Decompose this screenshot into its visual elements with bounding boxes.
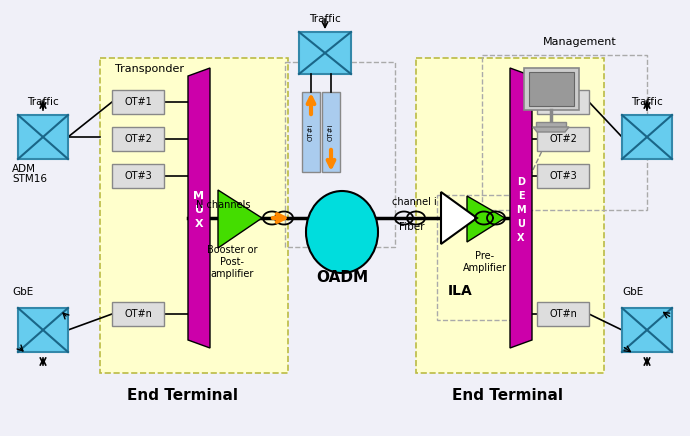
Text: OT#2: OT#2	[124, 134, 152, 144]
Text: GbE: GbE	[12, 287, 33, 297]
Text: OT#3: OT#3	[124, 171, 152, 181]
Text: End Terminal: End Terminal	[127, 388, 238, 403]
Polygon shape	[467, 196, 505, 242]
FancyBboxPatch shape	[112, 164, 164, 188]
Text: ILA: ILA	[448, 284, 473, 298]
Text: OT#3: OT#3	[549, 171, 577, 181]
Polygon shape	[441, 192, 477, 244]
Text: Pre-
Amplifier: Pre- Amplifier	[463, 251, 507, 273]
FancyBboxPatch shape	[299, 32, 351, 74]
FancyBboxPatch shape	[112, 90, 164, 114]
FancyBboxPatch shape	[622, 308, 672, 352]
Text: Fiber: Fiber	[400, 222, 425, 232]
FancyBboxPatch shape	[524, 68, 579, 110]
Text: channel i: channel i	[392, 197, 437, 207]
Text: M
U
X: M U X	[193, 191, 204, 229]
Polygon shape	[533, 127, 569, 132]
Text: ADM: ADM	[12, 164, 36, 174]
FancyBboxPatch shape	[100, 58, 288, 373]
FancyBboxPatch shape	[416, 58, 604, 373]
Text: N channels: N channels	[195, 200, 250, 210]
FancyBboxPatch shape	[529, 72, 574, 106]
Text: OT#i: OT#i	[308, 123, 314, 141]
FancyBboxPatch shape	[537, 164, 589, 188]
Text: STM16: STM16	[12, 174, 47, 184]
Ellipse shape	[306, 191, 378, 273]
Text: Traffic: Traffic	[631, 97, 663, 107]
FancyBboxPatch shape	[112, 127, 164, 151]
Polygon shape	[510, 68, 532, 348]
Text: OT#i: OT#i	[328, 123, 334, 141]
Text: End Terminal: End Terminal	[452, 388, 563, 403]
Text: Management: Management	[543, 37, 617, 47]
FancyBboxPatch shape	[536, 122, 566, 127]
FancyBboxPatch shape	[537, 302, 589, 326]
FancyBboxPatch shape	[537, 90, 589, 114]
FancyBboxPatch shape	[302, 92, 320, 172]
Text: OT#n: OT#n	[124, 309, 152, 319]
FancyBboxPatch shape	[18, 308, 68, 352]
Text: Transponder: Transponder	[115, 64, 184, 74]
Text: Booster or
Post-
amplifier: Booster or Post- amplifier	[207, 245, 257, 279]
FancyBboxPatch shape	[112, 302, 164, 326]
FancyBboxPatch shape	[622, 115, 672, 159]
FancyBboxPatch shape	[18, 115, 68, 159]
Polygon shape	[188, 68, 210, 348]
Text: OT#n: OT#n	[549, 309, 577, 319]
Text: GbE: GbE	[622, 287, 643, 297]
Text: OADM: OADM	[316, 270, 368, 285]
FancyBboxPatch shape	[537, 127, 589, 151]
FancyBboxPatch shape	[322, 92, 340, 172]
Text: OT#2: OT#2	[549, 134, 577, 144]
Text: Traffic: Traffic	[27, 97, 59, 107]
Polygon shape	[218, 190, 262, 248]
Text: OT#1: OT#1	[124, 97, 152, 107]
Text: OT#1: OT#1	[549, 97, 577, 107]
Text: D
E
M
U
X: D E M U X	[516, 177, 526, 243]
Text: Traffic: Traffic	[309, 14, 341, 24]
